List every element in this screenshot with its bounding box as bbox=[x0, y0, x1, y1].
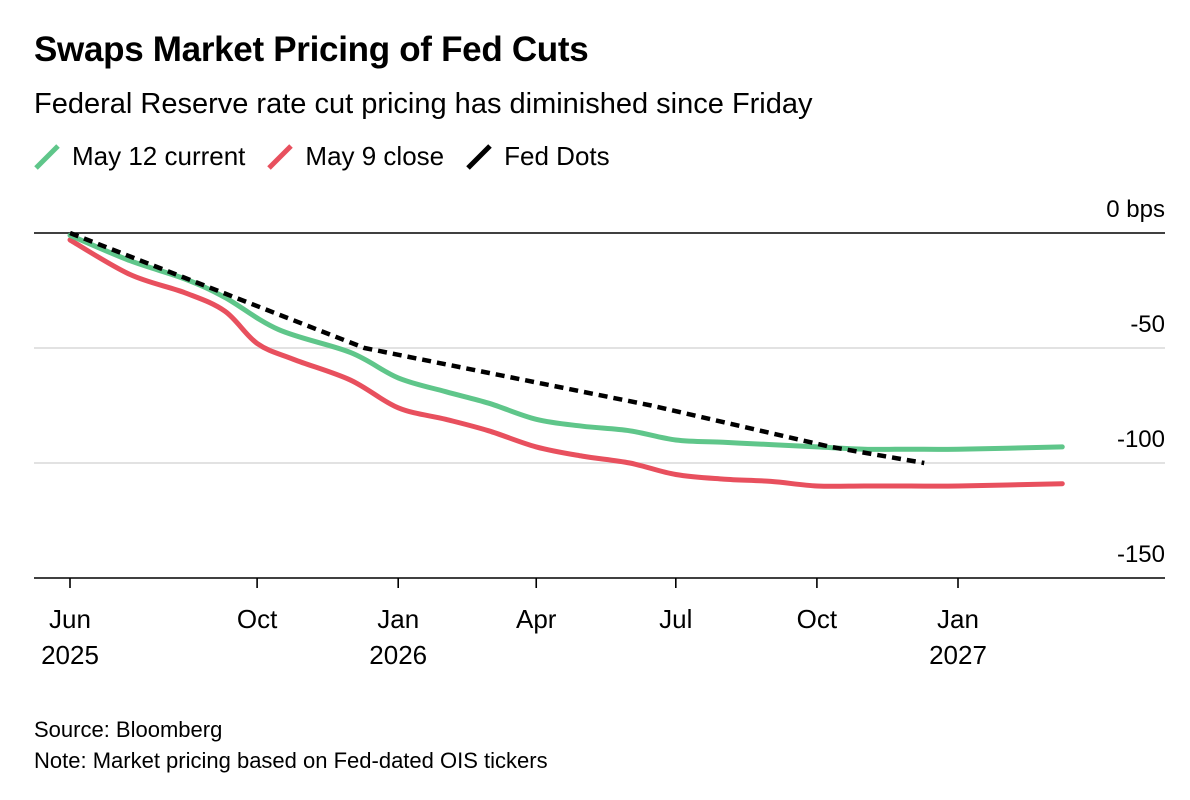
x-tick-sublabel-2: 2026 bbox=[369, 640, 427, 670]
source-note: Source: Bloomberg bbox=[34, 717, 223, 742]
y-tick-label-3: -150 bbox=[1117, 541, 1165, 568]
legend-label-close: May 9 close bbox=[305, 141, 445, 171]
legend-item-current: May 12 current bbox=[34, 141, 245, 172]
footer: Source: Bloomberg Note: Market pricing b… bbox=[34, 714, 548, 776]
series-line-fed-dots bbox=[69, 230, 925, 466]
x-tick-label-4: Jul bbox=[659, 604, 692, 634]
legend-item-close: May 9 close bbox=[267, 141, 444, 172]
x-tick-label-6: Jan bbox=[937, 604, 979, 634]
legend: May 12 current May 9 close Fed Dots bbox=[34, 141, 632, 172]
x-tick-sublabel-0: 2025 bbox=[41, 640, 99, 670]
x-tick-label-5: Oct bbox=[797, 604, 838, 634]
legend-swatch-current-icon bbox=[34, 143, 60, 170]
y-tick-label-0: 0 bps bbox=[1106, 196, 1165, 223]
x-tick-label-1: Oct bbox=[237, 604, 278, 634]
x-tick-sublabel-6: 2027 bbox=[929, 640, 987, 670]
legend-label-fed-dots: Fed Dots bbox=[504, 141, 610, 171]
y-tick-label-1: -50 bbox=[1130, 311, 1165, 338]
x-tick-label-3: Apr bbox=[516, 604, 557, 634]
y-tick-label-2: -100 bbox=[1117, 426, 1165, 453]
methodology-note: Note: Market pricing based on Fed-dated … bbox=[34, 748, 548, 773]
x-tick-label-2: Jan bbox=[377, 604, 419, 634]
legend-swatch-fed-dots-icon bbox=[466, 143, 492, 170]
legend-item-fed-dots: Fed Dots bbox=[466, 141, 610, 172]
series-line-may-12-current bbox=[67, 232, 1065, 452]
x-tick-label-0: Jun bbox=[49, 604, 91, 634]
series-line-may-9-close bbox=[67, 237, 1065, 489]
chart-subtitle: Federal Reserve rate cut pricing has dim… bbox=[34, 88, 813, 120]
chart-title: Swaps Market Pricing of Fed Cuts bbox=[34, 30, 589, 69]
legend-swatch-close-icon bbox=[267, 143, 294, 170]
legend-label-current: May 12 current bbox=[72, 141, 246, 171]
